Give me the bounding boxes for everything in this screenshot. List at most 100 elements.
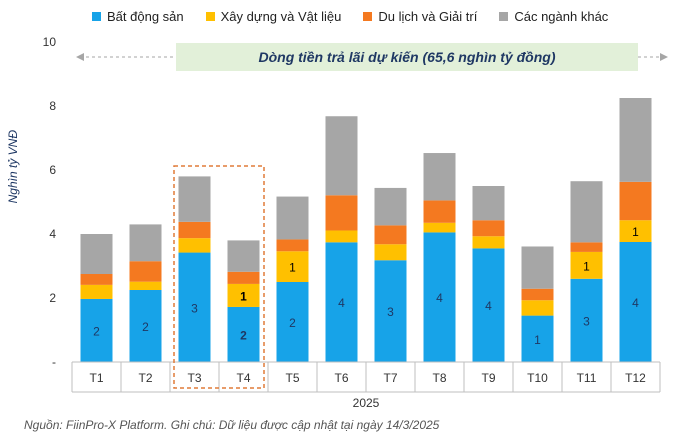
bar-segment xyxy=(80,298,113,362)
legend-item-cac-nganh-khac: Các ngành khác xyxy=(499,9,608,24)
x-tick-label: T9 xyxy=(481,371,495,385)
bar-segment xyxy=(178,238,211,253)
y-tick-label: 8 xyxy=(49,99,56,113)
bar-segment xyxy=(325,116,358,196)
x-tick-label: T1 xyxy=(89,371,103,385)
bar-segment xyxy=(178,176,211,222)
x-tick-label: T7 xyxy=(383,371,397,385)
x-tick-label: T8 xyxy=(432,371,446,385)
bar-segment xyxy=(80,274,113,285)
bar-segment xyxy=(374,244,407,261)
bar-segment xyxy=(129,224,162,262)
legend-swatch-du-lich xyxy=(363,12,373,21)
x-tick-label: T10 xyxy=(527,371,548,385)
bar-segment xyxy=(570,181,603,243)
legend-swatch-bat-dong-san xyxy=(92,12,101,21)
bar-segment xyxy=(570,251,603,279)
bar-segment xyxy=(570,242,603,252)
bar-segment xyxy=(521,246,554,289)
data-label: 4 xyxy=(485,299,492,313)
bar-segment xyxy=(227,283,260,307)
bar-segment xyxy=(374,260,407,362)
legend-item-bat-dong-san: Bất động sản xyxy=(92,9,184,24)
bar-segment xyxy=(276,282,309,362)
data-label: 1 xyxy=(583,259,590,273)
source-note: Nguồn: FiinPro-X Platform. Ghi chú: Dữ l… xyxy=(24,418,440,432)
x-tick-label: T4 xyxy=(236,371,250,385)
data-label: 1 xyxy=(289,261,296,275)
bar-segment xyxy=(227,240,260,272)
bar-segment xyxy=(619,242,652,362)
bar-segment xyxy=(374,187,407,226)
bar-segment xyxy=(472,236,505,249)
y-tick-label: 4 xyxy=(49,227,56,241)
data-label: 3 xyxy=(191,301,198,315)
bar-segment xyxy=(521,315,554,362)
legend-label-du-lich: Du lịch và Giải trí xyxy=(378,9,478,24)
bar-segment xyxy=(374,225,407,245)
data-label: 4 xyxy=(632,296,639,310)
bar-segment xyxy=(276,239,309,252)
data-label: 2 xyxy=(240,328,247,342)
bar-segment xyxy=(423,153,456,201)
x-tick-label: T5 xyxy=(285,371,299,385)
bar-segment xyxy=(129,281,162,290)
data-label: 2 xyxy=(142,320,149,334)
annotation-banner: Dòng tiền trả lãi dự kiến (65,6 nghìn tỷ… xyxy=(176,43,638,71)
bar-segment xyxy=(472,186,505,221)
bar-segment xyxy=(570,278,603,362)
x-tick-label: T2 xyxy=(138,371,152,385)
legend-label-bat-dong-san: Bất động sản xyxy=(107,9,184,24)
data-label: 4 xyxy=(436,291,443,305)
legend-swatch-xay-dung xyxy=(205,12,215,21)
data-label: 3 xyxy=(387,305,394,319)
legend: Bất động sản Xây dựng và Vật liệu Du lịc… xyxy=(92,9,608,24)
bar-segment xyxy=(521,288,554,301)
legend-label-cac-nganh-khac: Các ngành khác xyxy=(514,9,609,24)
bar-segment xyxy=(325,242,358,362)
bar-segment xyxy=(178,252,211,362)
data-label: 4 xyxy=(338,296,345,310)
y-tick-label: - xyxy=(52,355,56,369)
bar-segment xyxy=(619,220,652,242)
data-label: 1 xyxy=(632,225,639,239)
x-axis-label: 2025 xyxy=(353,396,380,410)
bar-segment xyxy=(80,234,113,274)
bar-segment xyxy=(619,181,652,221)
bar-segment xyxy=(423,232,456,362)
legend-item-xay-dung: Xây dựng và Vật liệu xyxy=(205,9,342,24)
bar-segment xyxy=(129,261,162,282)
x-tick-label: T12 xyxy=(625,371,646,385)
legend-swatch-cac-nganh-khac xyxy=(499,12,509,21)
data-label: 2 xyxy=(93,324,100,338)
y-tick-label: 6 xyxy=(49,163,56,177)
bar-segment xyxy=(325,230,358,243)
bar-segment xyxy=(129,290,162,362)
data-label: 1 xyxy=(240,289,247,303)
bar-segment xyxy=(619,98,652,182)
bar-segment xyxy=(472,220,505,237)
bar-segment xyxy=(80,284,113,299)
bar-segment xyxy=(178,221,211,239)
bar-segment xyxy=(472,248,505,362)
y-tick-label: 2 xyxy=(49,291,56,305)
highlight-box xyxy=(173,165,265,389)
bar-segment xyxy=(227,271,260,284)
data-label: 2 xyxy=(289,316,296,330)
legend-label-xay-dung: Xây dựng và Vật liệu xyxy=(220,9,342,24)
bar-segment xyxy=(521,300,554,316)
bar-segment xyxy=(276,251,309,282)
x-tick-label: T3 xyxy=(187,371,201,385)
x-tick-label: T11 xyxy=(577,371,597,385)
data-label: 3 xyxy=(583,314,590,328)
bar-segment xyxy=(227,306,260,362)
bar-segment xyxy=(423,200,456,223)
bar-segment xyxy=(325,195,358,231)
data-label: 1 xyxy=(534,333,541,347)
bar-segment xyxy=(276,196,309,240)
legend-item-du-lich: Du lịch và Giải trí xyxy=(363,9,477,24)
x-tick-label: T6 xyxy=(334,371,348,385)
bar-segment xyxy=(423,222,456,233)
y-tick-label: 10 xyxy=(43,35,57,49)
